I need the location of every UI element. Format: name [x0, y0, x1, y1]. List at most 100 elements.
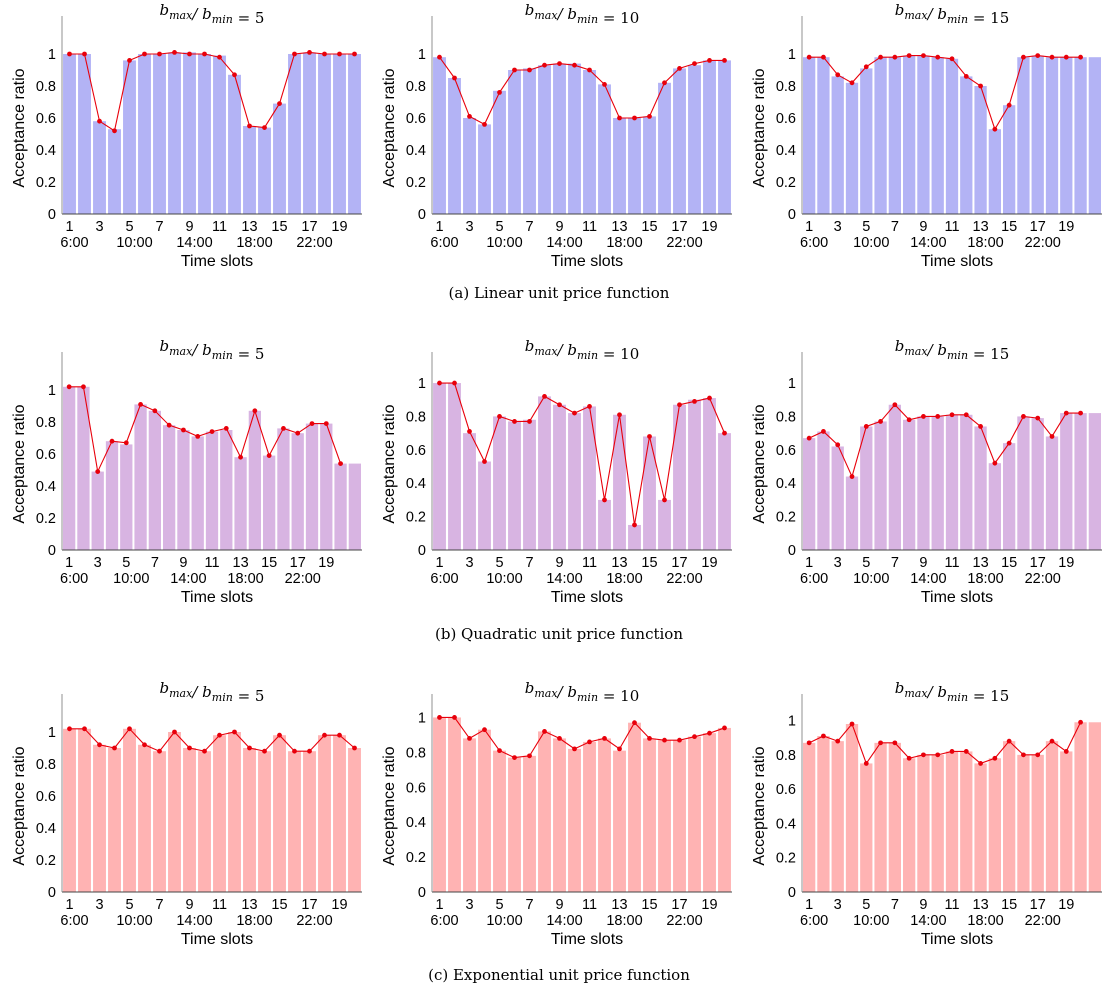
- bar: [348, 748, 361, 892]
- bar: [874, 421, 887, 550]
- y-tick-label: 1: [788, 47, 796, 63]
- data-point: [66, 384, 72, 390]
- x-tick-label: 11: [582, 555, 597, 571]
- bar: [288, 54, 301, 214]
- bar: [568, 748, 581, 892]
- x-tick-label: 17: [290, 555, 306, 571]
- y-tick-label: 0.6: [36, 789, 56, 805]
- x-tick-label: 19: [701, 555, 717, 571]
- data-point: [195, 434, 201, 439]
- x-time-label: 22:00: [666, 913, 702, 929]
- bar: [1088, 57, 1101, 215]
- x-time-label: 14:00: [546, 913, 582, 929]
- bar: [478, 461, 491, 550]
- data-point: [452, 75, 457, 81]
- x-tick-label: 1: [435, 555, 443, 571]
- data-point: [849, 721, 855, 727]
- data-point: [572, 62, 577, 68]
- data-point: [277, 101, 282, 106]
- bar: [1017, 754, 1030, 892]
- data-point: [587, 739, 592, 745]
- data-point: [849, 474, 855, 479]
- bar: [433, 717, 446, 892]
- data-point: [617, 115, 622, 121]
- bar: [703, 60, 716, 215]
- bar: [63, 54, 76, 214]
- y-axis-label: Acceptance ratio: [751, 68, 768, 187]
- x-axis-label: Time slots: [921, 589, 993, 606]
- bar: [123, 728, 136, 892]
- bar: [888, 404, 901, 550]
- bar: [523, 755, 536, 892]
- bar: [703, 398, 716, 550]
- y-tick-label: 0.2: [36, 175, 56, 191]
- bar: [538, 65, 551, 214]
- bar: [845, 476, 859, 550]
- data-point: [978, 424, 983, 429]
- data-point: [172, 50, 177, 55]
- y-tick-label: 1: [418, 376, 426, 392]
- x-time-label: 10:00: [116, 235, 152, 251]
- bar: [303, 52, 316, 215]
- y-axis-label: Acceptance ratio: [11, 404, 28, 523]
- x-tick-label: 13: [973, 897, 989, 913]
- bar: [931, 754, 944, 892]
- x-tick-label: 1: [65, 219, 73, 235]
- x-time-label: 18:00: [236, 235, 272, 251]
- x-time-label: 18:00: [606, 235, 642, 251]
- data-point: [437, 54, 442, 60]
- chart-svg: bmax/ bmin = 15 0 0.2 0.4 0.6 0.8 1 Acceptance …: [751, 337, 1102, 606]
- bar: [478, 124, 491, 214]
- y-tick-label: 1: [788, 714, 796, 730]
- data-point: [437, 380, 442, 386]
- bar: [538, 396, 551, 550]
- bar: [273, 103, 286, 214]
- chart-panel: bmax/ bmin = 15 0 0.2 0.4 0.6 0.8 1 Acceptance …: [740, 0, 1110, 280]
- data-point: [1049, 54, 1055, 60]
- x-tick-label: 5: [125, 219, 133, 235]
- x-time-label: 22:00: [1025, 913, 1061, 929]
- y-tick-label: 0.4: [406, 143, 426, 159]
- y-tick-label: 0.6: [36, 111, 56, 127]
- chart-svg: bmax/ bmin = 15 0 0.2 0.4 0.6 0.8 1 Acceptance …: [751, 679, 1102, 948]
- bar: [148, 410, 161, 550]
- bar: [153, 751, 166, 892]
- x-time-label: 14:00: [170, 571, 206, 587]
- bar: [718, 433, 731, 550]
- bar: [583, 406, 596, 550]
- chart-panel: bmax/ bmin = 10 0 0.2 0.4 0.6 0.8 1 Acceptance …: [370, 678, 740, 958]
- data-point: [223, 426, 229, 431]
- x-tick-label: 1: [435, 897, 443, 913]
- y-tick-label: 0.4: [776, 476, 796, 492]
- y-tick-label: 1: [48, 725, 56, 741]
- data-point: [963, 412, 969, 418]
- chart-panel: bmax/ bmin = 10 0 0.2 0.4 0.6 0.8 1 Acceptance …: [370, 0, 740, 280]
- x-tick-label: 17: [1030, 555, 1046, 571]
- x-tick-label: 5: [495, 555, 503, 571]
- data-point: [112, 128, 117, 134]
- bar: [1031, 55, 1044, 214]
- x-tick-label: 3: [94, 555, 102, 571]
- x-tick-label: 19: [1058, 897, 1074, 913]
- bar: [945, 751, 959, 892]
- bar: [643, 436, 656, 550]
- data-point: [97, 118, 102, 124]
- data-point: [82, 726, 87, 732]
- bar: [303, 751, 316, 892]
- x-time-label: 14:00: [546, 571, 582, 587]
- bar: [1017, 57, 1030, 215]
- x-tick-label: 5: [862, 555, 870, 571]
- data-point: [1078, 719, 1083, 725]
- y-tick-label: 0.2: [406, 175, 426, 191]
- x-tick-label: 15: [641, 219, 657, 235]
- x-tick-label: 3: [834, 897, 842, 913]
- bar: [248, 410, 261, 550]
- x-tick-label: 17: [1030, 897, 1046, 913]
- series-line: [69, 727, 355, 752]
- bar: [243, 748, 256, 892]
- x-tick-label: 9: [185, 897, 193, 913]
- data-point: [482, 727, 487, 733]
- data-point: [692, 61, 697, 66]
- bar: [598, 738, 611, 892]
- bar: [258, 127, 271, 214]
